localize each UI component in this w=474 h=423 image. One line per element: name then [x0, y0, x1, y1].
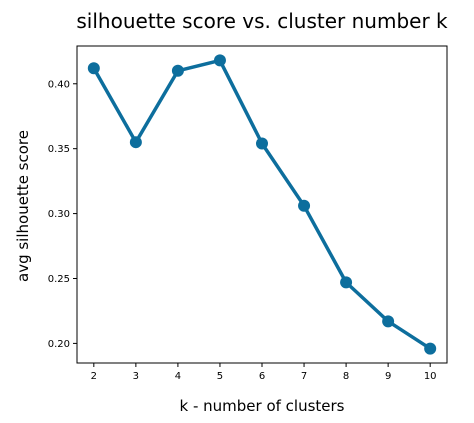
x-tick-label: 10 [424, 371, 437, 382]
x-axis-label: k - number of clusters [180, 397, 345, 415]
x-tick-label: 4 [175, 371, 181, 382]
x-tick-label: 8 [343, 371, 349, 382]
x-tick-label: 6 [259, 371, 265, 382]
data-point [213, 54, 226, 67]
data-point [382, 315, 395, 328]
y-tick-label: 0.25 [48, 274, 70, 285]
data-point [171, 64, 184, 77]
x-tick-label: 7 [301, 371, 307, 382]
y-axis-ticks: 0.20 0.25 0.30 0.35 0.40 [48, 79, 77, 350]
chart-title: silhouette score vs. cluster number k [76, 9, 448, 33]
y-tick-label: 0.35 [48, 144, 70, 155]
series-group [87, 54, 437, 355]
x-tick-label: 2 [91, 371, 97, 382]
data-point [298, 199, 311, 212]
y-tick-label: 0.40 [48, 79, 70, 90]
data-point [129, 136, 142, 149]
data-point [87, 62, 100, 75]
y-axis-label: avg silhouette score [14, 130, 32, 282]
x-axis-ticks: 2 3 4 5 6 7 8 9 10 [91, 363, 437, 382]
y-tick-label: 0.30 [48, 209, 70, 220]
data-point [340, 276, 353, 289]
x-tick-label: 3 [133, 371, 139, 382]
y-tick-label: 0.20 [48, 339, 70, 350]
x-tick-label: 5 [217, 371, 223, 382]
data-point [424, 342, 437, 355]
x-tick-label: 9 [385, 371, 391, 382]
data-point [256, 137, 268, 150]
